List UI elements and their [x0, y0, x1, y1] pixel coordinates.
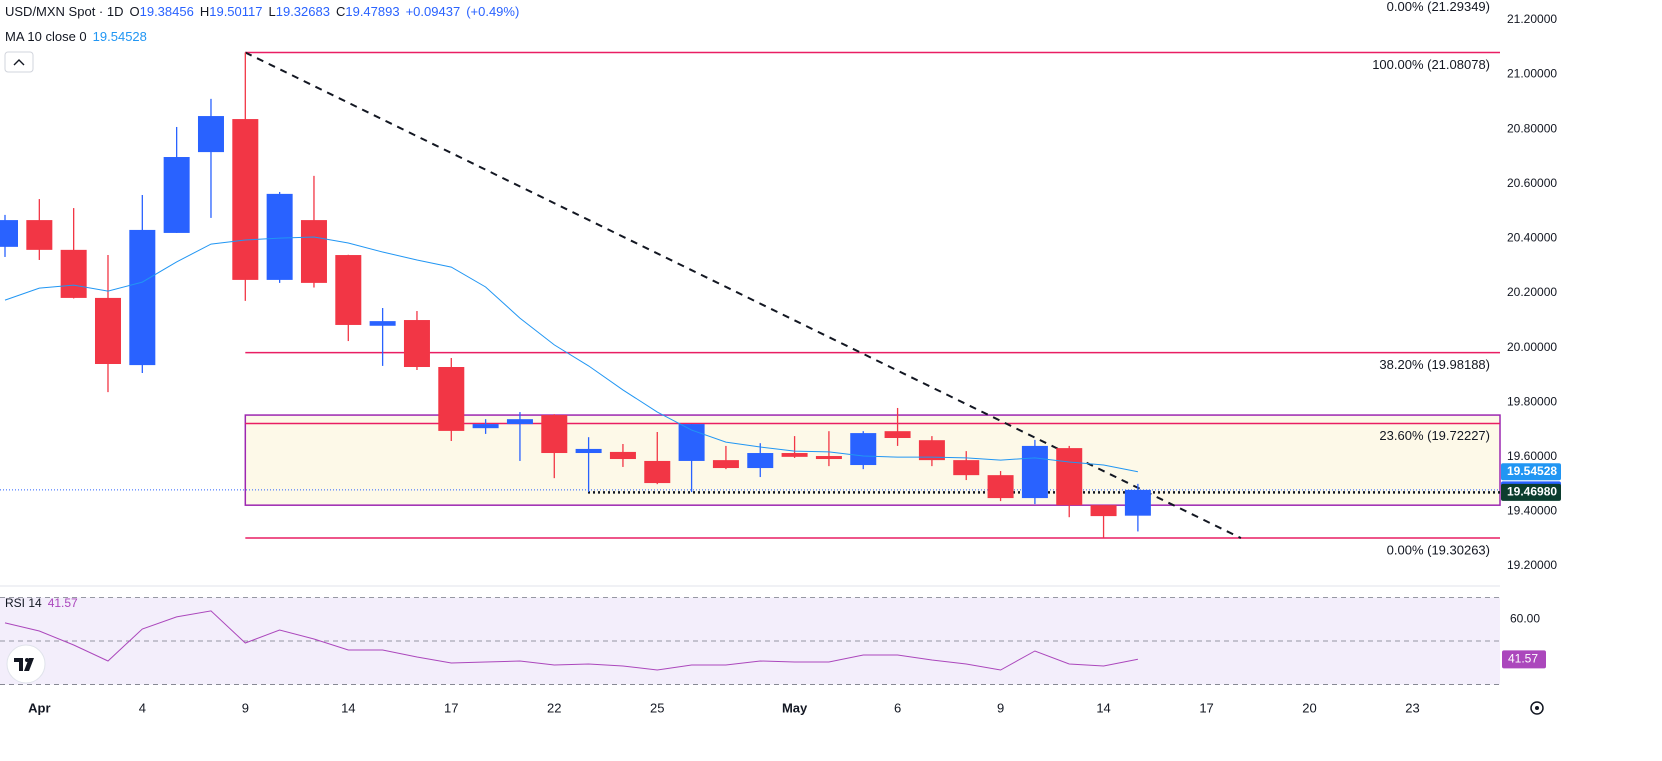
fib-label: 23.60% (19.72227) — [1379, 428, 1490, 443]
x-tick-label: 6 — [894, 700, 901, 715]
symbol-title: USD/MXN Spot · 1D — [5, 4, 124, 19]
y-tick-label: 21.00000 — [1507, 67, 1557, 81]
x-tick-label: 9 — [242, 700, 249, 715]
level-badge-label: 19.46980 — [1507, 485, 1557, 499]
candle-body — [438, 367, 465, 431]
candle-body — [541, 415, 568, 454]
candle-body — [197, 116, 224, 153]
ohlc-value: 19.47893 — [345, 4, 400, 19]
x-tick-label: 14 — [341, 700, 355, 715]
candle-body — [815, 456, 842, 460]
y-tick-label: 19.60000 — [1507, 449, 1557, 463]
y-tick-label: 19.40000 — [1507, 504, 1557, 518]
ma-badge-label: 19.54528 — [1507, 464, 1557, 478]
ohlc-value: 19.32683 — [275, 4, 330, 19]
candle-body — [232, 119, 259, 280]
candle-body — [712, 460, 739, 469]
rsi-pane — [0, 597, 1500, 685]
candle-body — [60, 249, 87, 298]
x-tick-label: 14 — [1096, 700, 1110, 715]
candle-body — [335, 255, 362, 325]
rsi-badge — [1502, 650, 1546, 669]
candle-body — [575, 448, 602, 454]
ohlc-key: O — [129, 4, 140, 19]
level-badge — [1501, 483, 1561, 501]
rsi-line — [4, 610, 1138, 671]
candle-body — [953, 460, 980, 476]
candle-body — [609, 451, 636, 460]
candle-body — [850, 433, 877, 466]
x-tick-label: Apr — [28, 700, 50, 715]
y-tick-label: 20.20000 — [1507, 285, 1557, 299]
x-tick-label: 20 — [1302, 700, 1316, 715]
rsi-value: 41.57 — [47, 596, 78, 610]
price-pane: 0.00% (21.29349) 100.00% (21.08078) 38.20%… — [0, 0, 1501, 557]
candle-body — [1090, 505, 1117, 517]
ma-badge — [1501, 463, 1561, 481]
x-tick-label: 17 — [1199, 700, 1213, 715]
ohlc-key: H — [199, 4, 210, 19]
x-tick-label: 22 — [547, 700, 561, 715]
candle-body — [884, 431, 911, 439]
candle-body — [1056, 448, 1083, 506]
logo[interactable] — [6, 644, 46, 684]
settings-icon[interactable] — [1530, 701, 1544, 715]
ohlc-key: L — [268, 4, 276, 19]
ma-name: MA 10 close 0 — [5, 29, 87, 44]
candle-body — [747, 453, 774, 469]
candle-body — [1021, 445, 1048, 499]
candle-body — [403, 320, 430, 368]
rsi-badge-label: 41.57 — [1508, 652, 1538, 666]
x-tick-label: May — [782, 700, 808, 715]
ohlc-key: C — [335, 4, 346, 19]
y-tick-label: 20.00000 — [1507, 340, 1557, 354]
collapse-button[interactable] — [4, 51, 34, 73]
y-tick-label: 19.80000 — [1507, 394, 1557, 408]
rsi-name: RSI 14 — [5, 596, 42, 610]
x-tick-label: 17 — [444, 700, 458, 715]
x-tick-label: 23 — [1405, 700, 1419, 715]
axes: 60.00 41.57 21.20000 21.00000 20.80000 20.600… — [28, 12, 1561, 715]
fib-label: 0.00% (19.30263) — [1387, 542, 1490, 557]
y-tick-label: 20.80000 — [1507, 121, 1557, 135]
y-tick-label: 21.20000 — [1507, 12, 1557, 26]
fib-label: 38.20% (19.98188) — [1379, 357, 1490, 372]
candle-body — [781, 453, 808, 457]
y-tick-label: 20.40000 — [1507, 231, 1557, 245]
rsi-legend: RSI 14 41.57 — [5, 596, 78, 610]
ohlc-value: 19.38456 — [139, 4, 194, 19]
candle-body — [918, 440, 945, 461]
x-tick-label: 25 — [650, 700, 664, 715]
change: +0.09437 — [405, 4, 461, 19]
candle-body — [26, 220, 53, 250]
x-tick-label: 4 — [139, 700, 146, 715]
candle-body — [163, 157, 190, 233]
fib-label: 100.00% (21.08078) — [1372, 57, 1490, 72]
ohlc-value: 19.50117 — [209, 4, 263, 19]
fib-label: 0.00% (21.29349) — [1387, 0, 1490, 14]
candle-body — [472, 424, 499, 429]
candle-body — [129, 229, 156, 366]
candle-body — [300, 220, 327, 283]
candle-body — [506, 419, 533, 425]
y-tick-label: 19.20000 — [1507, 558, 1557, 572]
rsi-tick-label: 60.00 — [1510, 611, 1540, 625]
ma-value: 19.54528 — [92, 29, 147, 44]
candle-body — [266, 193, 293, 280]
candle-body — [1124, 489, 1151, 516]
x-tick-label: 9 — [997, 700, 1004, 715]
candle-body — [369, 321, 396, 326]
change-pct: (+0.49%) — [466, 4, 520, 19]
ma-line — [4, 236, 1138, 473]
candle-body — [94, 297, 121, 365]
candle-body — [0, 220, 18, 247]
y-tick-label: 20.60000 — [1507, 176, 1557, 190]
candle-body — [987, 475, 1014, 499]
candle-body — [644, 460, 671, 484]
ma-legend: MA 10 close 0 19.54528 — [5, 29, 147, 44]
